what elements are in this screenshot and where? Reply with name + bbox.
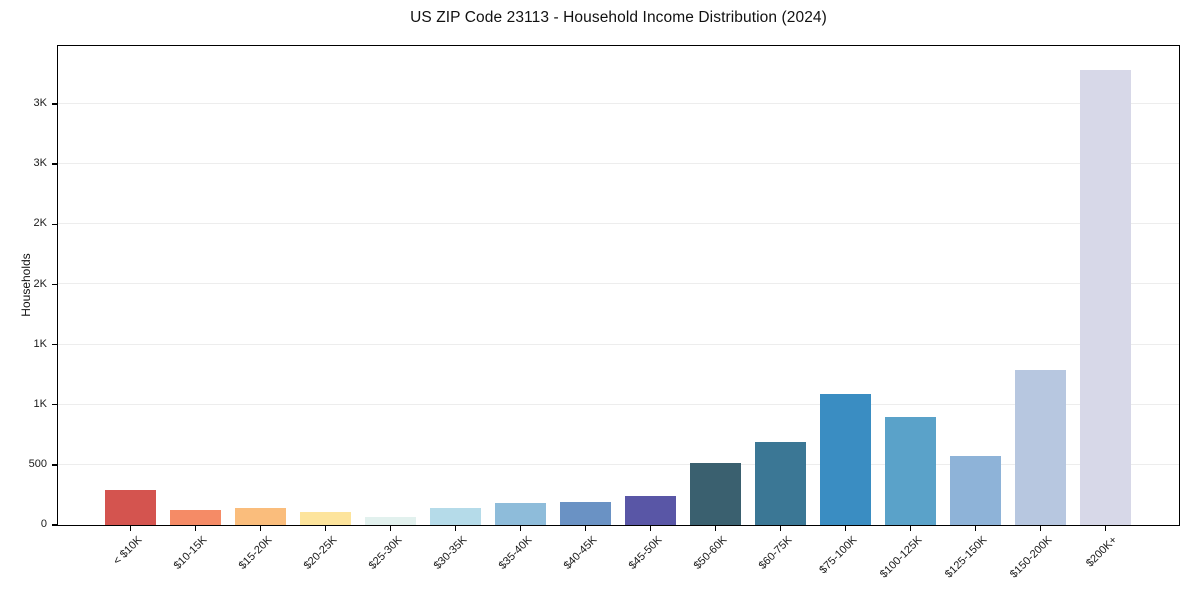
x-tick-mark	[844, 526, 847, 532]
x-tick-mark	[454, 526, 457, 532]
chart-title: US ZIP Code 23113 - Household Income Dis…	[410, 9, 827, 26]
x-tick-mark	[129, 526, 132, 532]
y-tick-label: 1K	[33, 337, 47, 350]
bar-35-40k	[495, 502, 547, 525]
x-tick-label: $25-30K	[366, 534, 405, 573]
x-tick-label: $40-45K	[561, 534, 600, 573]
plot-area: 0 500 1K 1K 2K 2K 3K 3K < $10K $10-15K $15-20K $20-…	[29, 45, 1180, 581]
y-tick-label: 3K	[33, 157, 47, 170]
y-tick-mark	[51, 343, 57, 346]
y-tick-label: 500	[28, 458, 47, 471]
x-tick-mark	[584, 526, 587, 532]
y-tick-label: 2K	[33, 277, 47, 290]
x-tick-mark	[1104, 526, 1107, 532]
bar-20-25k	[300, 512, 352, 525]
x-tick-label: $20-25K	[301, 534, 340, 573]
y-tick-mark	[51, 524, 57, 526]
x-tick-label: $125-150K	[942, 534, 990, 581]
x-tick-mark	[194, 526, 197, 532]
x-tick-label: $35-40K	[496, 534, 535, 573]
x-tick-mark	[714, 526, 717, 532]
y-tick-label: 2K	[33, 217, 47, 230]
x-tick-mark	[259, 526, 262, 532]
gridline	[58, 223, 1179, 225]
bar-30-35k	[430, 508, 482, 525]
gridline	[58, 163, 1179, 165]
bar-50-60k	[690, 463, 742, 525]
x-tick-mark	[974, 526, 977, 532]
gridline	[58, 403, 1179, 405]
bar-45-50k	[625, 496, 677, 525]
x-tick-mark	[649, 526, 652, 532]
y-tick-mark	[51, 163, 57, 165]
x-tick-label: $200K+	[1083, 534, 1120, 570]
x-tick-label: $45-50K	[626, 534, 665, 573]
bar-200k	[1080, 70, 1132, 525]
gridline	[58, 102, 1179, 104]
x-tick-label: < $10K	[110, 534, 144, 568]
x-tick-label: $15-20K	[236, 534, 275, 573]
bar-40-45k	[560, 502, 612, 525]
y-tick-mark	[51, 223, 57, 225]
gridline	[58, 343, 1179, 345]
bar-125-150k	[950, 456, 1002, 525]
bar-60-75k	[755, 442, 807, 525]
bar-100-125k	[885, 417, 937, 525]
x-tick-mark	[324, 526, 327, 532]
y-tick-label: 1K	[33, 397, 47, 410]
gridline	[58, 283, 1179, 285]
y-tick-label: 0	[40, 518, 47, 531]
bar-75-100k	[820, 394, 872, 525]
bar-15-20k	[235, 507, 287, 525]
bar-25-30k	[365, 517, 417, 525]
bar-10-15k	[170, 509, 222, 525]
gridline	[58, 463, 1179, 465]
bar-10k	[105, 490, 156, 525]
x-tick-label: $10-15K	[171, 534, 210, 573]
y-tick-label: 3K	[33, 97, 47, 110]
x-tick-mark	[519, 526, 522, 532]
bar-150-200k	[1015, 369, 1067, 525]
y-tick-mark	[51, 283, 57, 286]
y-tick-mark	[51, 464, 57, 466]
x-tick-label: $150-200K	[1007, 534, 1055, 581]
x-tick-label: $75-100K	[816, 534, 860, 577]
x-tick-label: $100-125K	[877, 534, 925, 581]
x-tick-mark	[389, 526, 392, 532]
x-tick-label: $50-60K	[691, 534, 730, 573]
x-tick-label: $30-35K	[431, 534, 470, 573]
x-tick-label: $60-75K	[756, 534, 795, 573]
y-tick-mark	[51, 103, 57, 105]
y-tick-mark	[51, 404, 57, 406]
x-tick-mark	[1039, 526, 1042, 532]
x-tick-mark	[779, 526, 782, 532]
x-tick-mark	[909, 526, 912, 532]
